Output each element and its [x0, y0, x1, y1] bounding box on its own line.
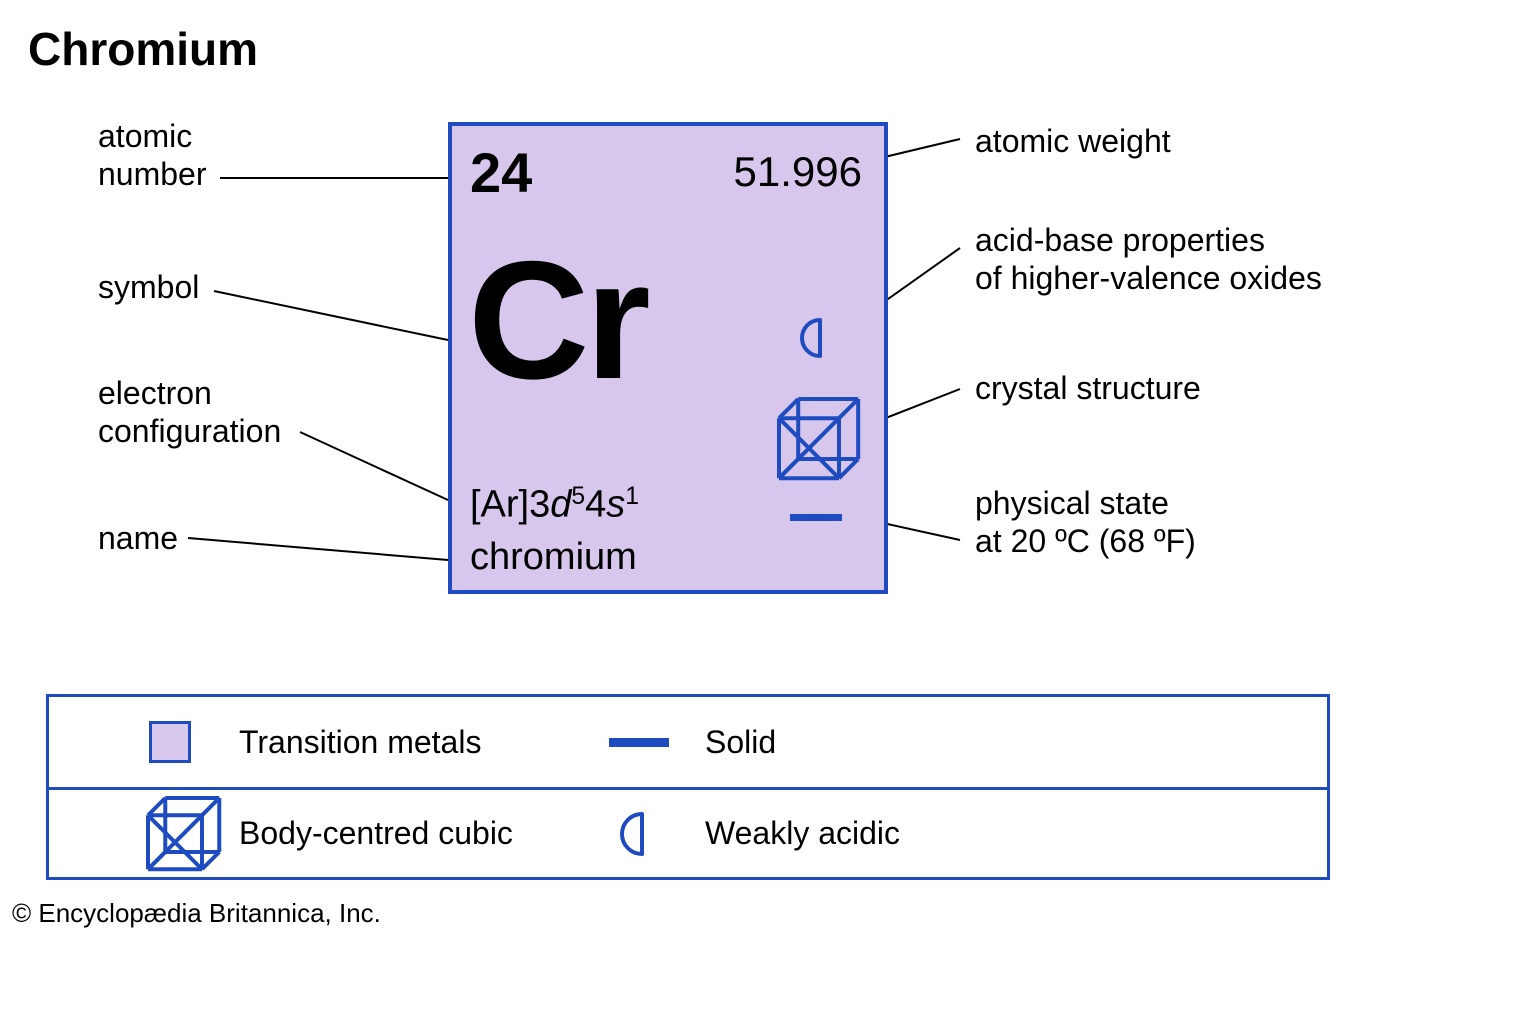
- element-name: chromium: [470, 536, 637, 579]
- label-econf-l1: electron: [98, 375, 212, 411]
- legend-box: Transition metals Solid Body-centred cub…: [46, 694, 1330, 880]
- label-atomic-number-l2: number: [98, 156, 207, 192]
- label-atomic-weight: atomic weight: [975, 123, 1171, 161]
- label-state-l1: physical state: [975, 485, 1169, 521]
- label-physical-state: physical state at 20 ºC (68 ºF): [975, 485, 1196, 561]
- legend-solid-label: Solid: [705, 697, 776, 787]
- atomic-weight-value: 51.996: [734, 148, 862, 196]
- label-crystal-structure: crystal structure: [975, 370, 1201, 408]
- label-name: name: [98, 520, 178, 558]
- label-acid-base: acid-base properties of higher-valence o…: [975, 222, 1322, 298]
- electron-configuration-value: [Ar]3d54s1: [470, 482, 639, 527]
- legend-row-2: Body-centred cubic Weakly acidic: [49, 787, 1327, 877]
- legend-row-1: Transition metals Solid: [49, 697, 1327, 787]
- element-tile: 24 51.996 Cr [Ar]3d54s1 chromium: [448, 122, 888, 594]
- transition-metals-swatch: [149, 721, 191, 763]
- label-state-l2: at 20 ºC (68 ºF): [975, 523, 1196, 559]
- swatch-icon: [149, 721, 191, 763]
- econf-d-sup: 5: [571, 483, 585, 510]
- econf-4: 4: [585, 484, 606, 526]
- econf-s-sup: 1: [625, 483, 639, 510]
- transition-metals-label: Transition metals: [239, 697, 481, 787]
- label-acid-l1: acid-base properties: [975, 222, 1265, 258]
- legend-acidic-icon: [619, 790, 665, 877]
- econf-s: s: [606, 484, 625, 526]
- solid-bar-icon: [790, 514, 842, 521]
- copyright-text: © Encyclopædia Britannica, Inc.: [12, 898, 381, 929]
- cube-icon: [776, 396, 861, 481]
- label-atomic-number: atomic number: [98, 118, 207, 194]
- solid-bar-shape: [609, 738, 669, 747]
- atomic-number-value: 24: [470, 140, 532, 205]
- label-symbol: symbol: [98, 269, 199, 307]
- econf-prefix: [Ar]3: [470, 484, 550, 526]
- page-title: Chromium: [28, 22, 258, 76]
- label-atomic-number-l1: atomic: [98, 118, 192, 154]
- diagram-stage: Chromium 24 51.996 Cr [Ar]3d54s1 chromiu…: [0, 0, 1536, 1025]
- half-circle-icon-small: [619, 811, 665, 857]
- half-circle-icon: [799, 317, 841, 359]
- legend-cubic-label: Body-centred cubic: [239, 790, 513, 877]
- label-acid-l2: of higher-valence oxides: [975, 260, 1322, 296]
- legend-cubic-icon: [145, 790, 222, 877]
- element-symbol: Cr: [468, 236, 647, 404]
- label-electron-config: electron configuration: [98, 375, 281, 451]
- econf-d: d: [550, 484, 571, 526]
- cube-icon-small: [145, 795, 222, 872]
- legend-acidic-label: Weakly acidic: [705, 790, 900, 877]
- label-econf-l2: configuration: [98, 413, 281, 449]
- legend-solid-icon: [609, 697, 669, 787]
